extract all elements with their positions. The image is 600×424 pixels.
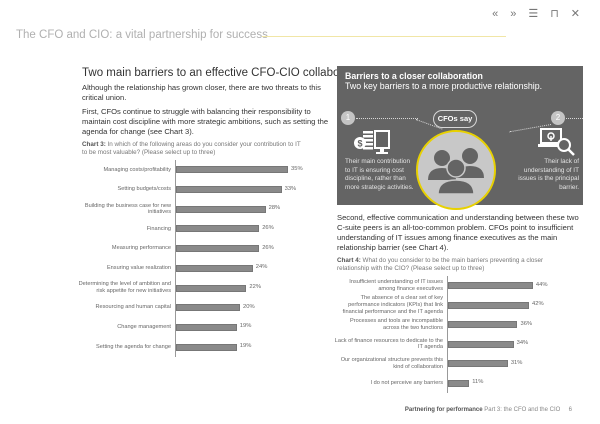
chart3-caption: Chart 3: In which of the following areas… <box>82 141 302 157</box>
bar-value-label: 42% <box>532 301 544 308</box>
bar-value-label: 44% <box>535 281 548 288</box>
bar <box>176 166 288 174</box>
bar-value-label: 19% <box>239 343 252 350</box>
bar-label: Insufficient understanding of IT issues … <box>349 279 443 292</box>
bar <box>448 379 470 387</box>
bar-label: Processes and tools are incompatible acr… <box>350 318 443 331</box>
bar <box>176 205 266 213</box>
bar <box>176 284 247 292</box>
print-icon[interactable]: ⊓ <box>550 8 559 20</box>
bar-label: The absence of a clear set of key perfor… <box>342 295 443 315</box>
bar-label: Measuring performance <box>111 245 171 252</box>
bar <box>176 186 282 194</box>
bar-value-label: 34% <box>516 340 529 347</box>
cfos-circle <box>416 130 496 210</box>
second-barrier-paragraph: Second, effective communication and unde… <box>337 213 579 252</box>
footer-publication: Partnering for performance <box>404 407 483 413</box>
bar-label: Managing costs/profitability <box>103 166 171 173</box>
barrier-1-text: Their main contribution to IT is ensurin… <box>345 158 414 191</box>
bar-label: Lack of finance resources to dedicate to… <box>334 337 443 351</box>
viewer-toolbar: « » ☰ ⊓ ✕ <box>492 8 580 20</box>
previous-page-icon[interactable]: « <box>492 8 499 20</box>
connector-dots-1 <box>356 118 418 119</box>
footer-section: Part 3: the CFO and the CIO <box>484 407 561 413</box>
bar-label: Financing <box>146 225 171 232</box>
page-title: The CFO and CIO: a vital partnership for… <box>16 29 268 41</box>
chart-axis <box>175 160 176 357</box>
chart3-caption-text: In which of the following areas do you c… <box>82 141 301 156</box>
bar-label: Ensuring value realization <box>106 265 171 272</box>
people-group-icon <box>428 148 484 195</box>
bar <box>176 323 237 331</box>
bar <box>448 340 514 348</box>
bar <box>448 360 508 368</box>
bar-value-label: 31% <box>510 359 523 366</box>
intro-paragraph: Although the relationship has grown clos… <box>82 83 321 102</box>
barrier-number-2: 2 <box>551 111 565 125</box>
next-page-icon[interactable]: » <box>510 8 517 20</box>
bar-label: Building the business case for new initi… <box>84 202 171 216</box>
bar <box>176 245 260 253</box>
dollar-screen-icon: $ <box>354 130 390 154</box>
chart-axis <box>447 276 448 393</box>
bar <box>448 282 533 290</box>
bar-value-label: 36% <box>520 320 533 327</box>
bar-label: I do not perceive any barriers <box>370 379 443 386</box>
bar-value-label: 26% <box>262 244 274 251</box>
bar <box>176 264 253 272</box>
barrier-number-1: 1 <box>341 111 355 125</box>
bar <box>176 343 237 351</box>
bar-value-label: 28% <box>268 205 281 212</box>
bar-value-label: 11% <box>472 379 484 386</box>
bar <box>176 304 240 312</box>
bar-value-label: 22% <box>249 284 261 291</box>
chart3-caption-label: Chart 3: <box>82 141 106 148</box>
contents-list-icon[interactable]: ☰ <box>528 8 539 20</box>
bar-label: Determining the level of ambition and ri… <box>78 281 171 295</box>
close-icon[interactable]: ✕ <box>570 8 580 20</box>
chart4-caption: Chart 4: What do you consider to be the … <box>337 257 567 273</box>
bar-value-label: 33% <box>284 185 297 192</box>
bar <box>448 321 518 329</box>
infographic-title: Barriers to a closer collaboration <box>345 71 483 81</box>
section-heading: Two main barriers to an effective CFO-CI… <box>82 67 369 79</box>
first-barrier-paragraph: First, CFOs continue to struggle with ba… <box>82 107 329 136</box>
bar-value-label: 26% <box>262 224 274 231</box>
bar-label: Change management <box>117 324 171 331</box>
bar-label: Our organizational structure prevents th… <box>340 357 443 370</box>
chart4-caption-label: Chart 4: <box>337 257 361 264</box>
barriers-infographic: Barriers to a closer collaboration Two k… <box>337 66 583 210</box>
chart4-caption-text: What do you consider to be the main barr… <box>337 257 544 272</box>
svg-text:$: $ <box>357 139 362 149</box>
bar-value-label: 35% <box>291 165 303 172</box>
title-divider <box>262 36 506 37</box>
barrier-2-text: Their lack of understanding of IT issues… <box>518 158 579 191</box>
laptop-magnifier-icon <box>538 128 575 156</box>
connector-dots-2 <box>566 118 583 119</box>
bar <box>176 225 260 233</box>
bar-label: Resourcing and human capital <box>95 304 171 311</box>
bar-label: Setting budgets/costs <box>117 186 172 193</box>
bar-label: Setting the agenda for change <box>96 343 171 350</box>
bar-value-label: 20% <box>243 303 255 310</box>
infographic-subtitle: Two key barriers to a more productive re… <box>345 81 543 91</box>
page-footer: Partnering for performance Part 3: the C… <box>405 407 572 413</box>
cfos-say-bubble: CFOs say <box>433 110 477 128</box>
page-number: 6 <box>568 407 572 413</box>
bar-value-label: 24% <box>255 264 268 271</box>
bar <box>448 301 530 309</box>
bar-value-label: 19% <box>239 323 252 330</box>
